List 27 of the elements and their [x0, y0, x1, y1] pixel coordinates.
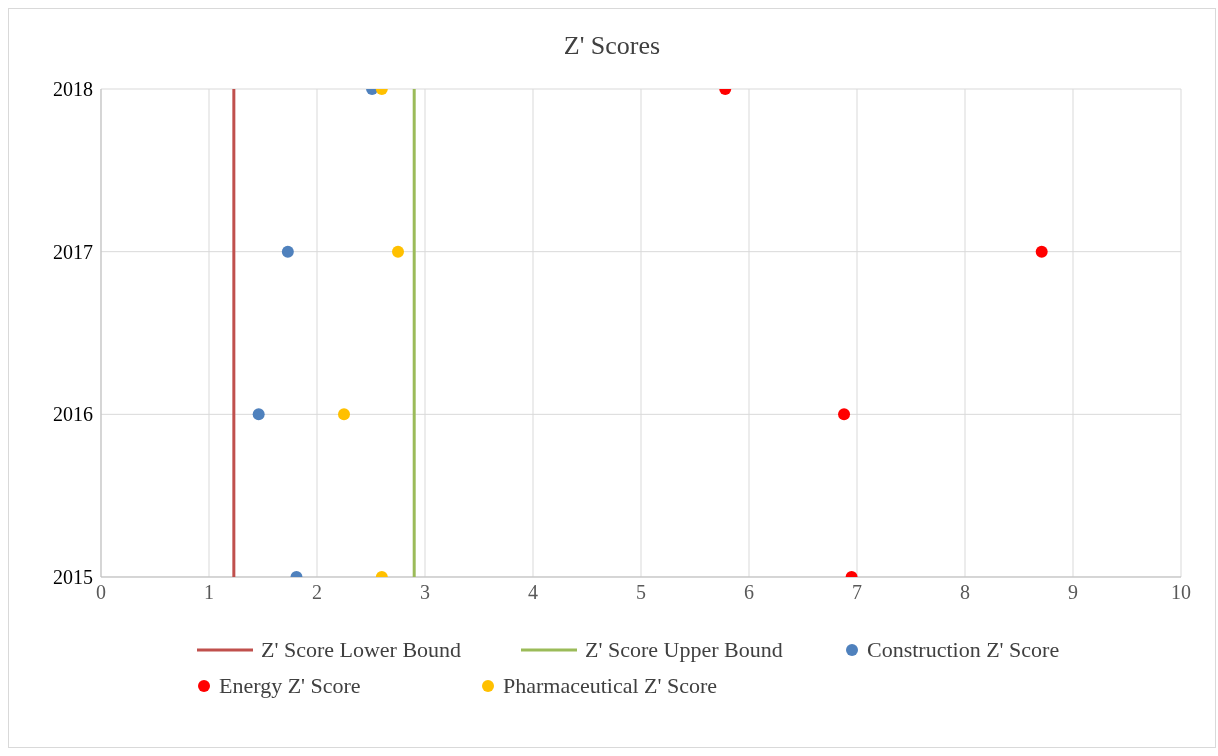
x-tick-label: 5: [636, 581, 646, 604]
point: [338, 408, 350, 421]
x-tick-label: 3: [420, 581, 430, 604]
legend-label: Pharmaceutical Z' Score: [503, 673, 718, 699]
legend-label: Z' Score Lower Bound: [261, 637, 462, 663]
x-tick-label: 2: [312, 581, 322, 604]
chart-title: Z' Scores: [562, 31, 662, 62]
y-tick-label: 2015: [53, 566, 93, 589]
point: [1035, 245, 1048, 258]
x-tick-label: 0: [96, 581, 106, 604]
x-tick-label: 7: [852, 581, 862, 604]
x-tick-label: 9: [1068, 581, 1078, 604]
x-tick-label: 4: [528, 581, 538, 604]
x-tick-label: 1: [204, 581, 214, 604]
point: [252, 408, 265, 421]
x-tick-label: 6: [744, 581, 754, 604]
legend-label: Construction Z' Score: [867, 637, 1060, 663]
point: [838, 408, 851, 421]
legend-label: Energy Z' Score: [219, 673, 361, 699]
legend-label: Z' Score Upper Bound: [585, 637, 783, 663]
x-tick-label: 8: [960, 581, 970, 604]
y-tick-label: 2016: [53, 403, 93, 426]
y-tick-label: 2018: [53, 78, 93, 101]
x-tick-label: 10: [1171, 581, 1191, 604]
point: [281, 245, 294, 258]
y-tick-label: 2017: [53, 240, 93, 263]
point: [392, 245, 404, 258]
